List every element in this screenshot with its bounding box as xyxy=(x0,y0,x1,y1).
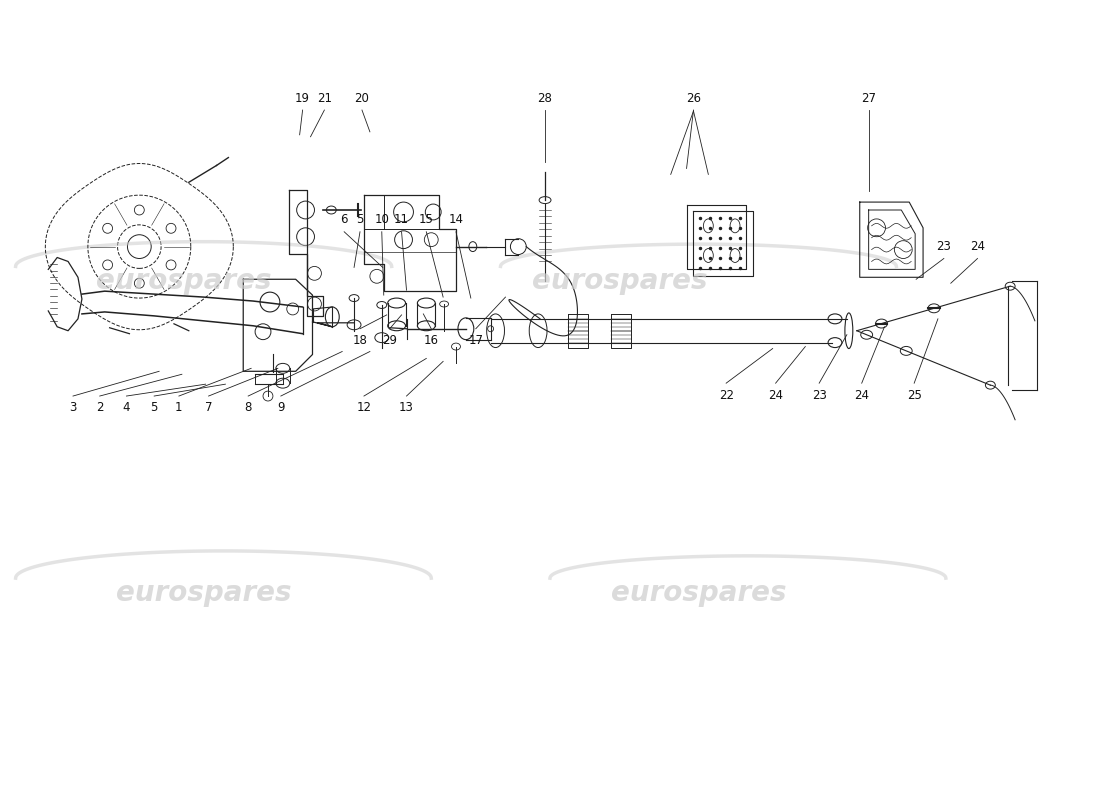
Ellipse shape xyxy=(276,378,289,388)
Ellipse shape xyxy=(440,301,449,307)
Text: 23: 23 xyxy=(936,240,952,253)
Ellipse shape xyxy=(1005,282,1015,290)
Ellipse shape xyxy=(417,321,436,330)
Text: 27: 27 xyxy=(861,92,876,105)
Text: 28: 28 xyxy=(538,92,552,105)
Text: 25: 25 xyxy=(906,389,922,402)
Text: 22: 22 xyxy=(718,389,734,402)
Text: eurospares: eurospares xyxy=(610,579,786,607)
Ellipse shape xyxy=(469,242,476,251)
Ellipse shape xyxy=(327,206,337,214)
Text: eurospares: eurospares xyxy=(96,267,272,295)
Text: 1: 1 xyxy=(175,402,183,414)
Text: 10: 10 xyxy=(374,214,389,226)
Ellipse shape xyxy=(387,321,406,330)
Text: 19: 19 xyxy=(295,92,310,105)
Text: 29: 29 xyxy=(382,334,397,347)
Text: 3: 3 xyxy=(69,402,77,414)
Text: 21: 21 xyxy=(317,92,332,105)
Text: 17: 17 xyxy=(469,334,483,347)
Text: 11: 11 xyxy=(394,214,409,226)
Text: 4: 4 xyxy=(123,402,130,414)
Text: 13: 13 xyxy=(399,402,414,414)
Ellipse shape xyxy=(451,343,461,350)
Ellipse shape xyxy=(377,302,387,309)
Text: 5: 5 xyxy=(151,402,158,414)
Text: 20: 20 xyxy=(354,92,370,105)
Text: 12: 12 xyxy=(356,402,372,414)
Text: eurospares: eurospares xyxy=(531,267,707,295)
Text: 24: 24 xyxy=(970,240,985,253)
Text: 24: 24 xyxy=(768,389,783,402)
Text: 18: 18 xyxy=(353,334,367,347)
Text: 7: 7 xyxy=(205,402,212,414)
Text: 9: 9 xyxy=(277,402,285,414)
Text: 14: 14 xyxy=(449,214,463,226)
Ellipse shape xyxy=(349,294,359,302)
Text: 15: 15 xyxy=(419,214,433,226)
Text: 5: 5 xyxy=(356,214,364,226)
Ellipse shape xyxy=(539,197,551,203)
Text: 2: 2 xyxy=(96,402,103,414)
Text: 23: 23 xyxy=(812,389,826,402)
Ellipse shape xyxy=(986,381,996,389)
Text: eurospares: eurospares xyxy=(116,579,292,607)
Text: 6: 6 xyxy=(340,214,348,226)
Text: 16: 16 xyxy=(424,334,439,347)
Text: 26: 26 xyxy=(686,92,701,105)
Text: 8: 8 xyxy=(244,402,252,414)
Text: 24: 24 xyxy=(855,389,869,402)
